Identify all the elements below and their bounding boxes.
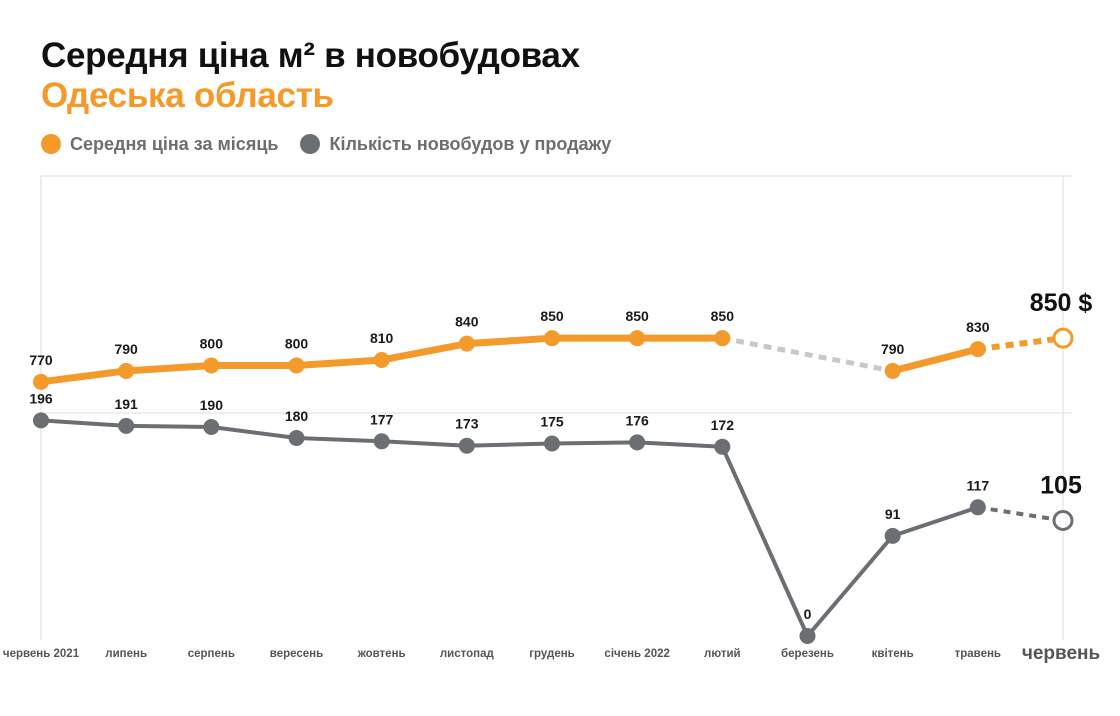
series-0-segment [378,340,471,364]
series-0-data-label: 840 [455,314,479,330]
series-0-data-label: 850 [625,308,649,324]
series-0-segment [463,334,556,348]
series-1-data-label: 177 [370,411,394,427]
x-tick-label: червень 2021 [3,648,80,660]
series-1-point [118,417,135,434]
series-1-point [969,499,986,516]
series-1-point [288,430,305,446]
x-tick-label: січень 2022 [604,648,669,660]
series-1-segment [464,441,554,448]
series-0-data-label: 810 [370,330,394,346]
series-1-data-label: 0 [804,606,812,622]
series-1-data-label: 175 [540,414,564,430]
legend: Середня ціна за місяць Кількість новобуд… [41,132,633,156]
series-0-data-label: 830 [966,319,990,335]
series-0-point [288,357,305,374]
series-0-point [118,362,135,379]
x-tick-label: листопад [440,648,495,660]
series-0-segment [977,335,1064,353]
series-1-data-label: 196 [29,390,53,406]
chart-title: Середня ціна м² в новобудовах [41,36,580,75]
x-tick-label: червень [1022,643,1100,664]
series-1-data-label: 117 [967,477,990,493]
series-1-data-label: 105 [1040,472,1082,500]
series-0-data-label: 850 $ [1030,289,1093,317]
series-1-segment [294,436,384,444]
series-1-point [714,438,731,455]
series-0-segment [721,335,894,374]
series-0-point [203,357,220,374]
series-0-point [969,341,986,358]
series-1-segment [805,533,895,638]
legend-dot-count-icon [300,134,321,154]
series-1-segment [635,440,725,449]
series-1-point [799,628,816,644]
legend-item-count: Кількість новобудов у продажу [300,134,611,155]
series-1-data-label: 173 [455,416,479,432]
series-0-point [714,330,731,347]
series-0-segment [122,361,215,375]
x-tick-label: лютий [704,648,741,660]
legend-label-count: Кількість новобудов у продажу [329,133,612,154]
series-0-data-label: 850 [711,308,735,324]
series-1-data-label: 180 [285,408,309,424]
series-0-point [629,330,646,347]
legend-dot-price-icon [41,134,61,154]
series-0-data-label: 800 [200,335,224,351]
series-1-data-label: 176 [625,412,649,428]
series-1-segment [720,444,810,638]
x-tick-label: серпень [188,648,235,660]
series-0-data-label: 800 [285,335,309,351]
x-tick-label: травень [955,648,1001,660]
legend-item-price: Середня ціна за місяць [41,134,278,155]
series-0-segment [889,345,982,375]
series-1-data-label: 91 [885,506,901,522]
x-tick-label: липень [105,648,147,660]
x-tick-label: грудень [529,648,574,660]
series-0-point [884,362,901,379]
series-1-point [33,412,49,429]
series-0-point [458,335,475,352]
series-0-data-label: 790 [881,341,905,357]
series-1-segment [550,440,640,446]
series-1-point [458,437,475,454]
series-1-point [203,419,220,435]
series-0-point [33,373,49,390]
series-1-segment [977,505,1064,523]
chart-subtitle: Одеська область [41,76,334,115]
series-1-data-label: 172 [711,417,735,433]
legend-label-price: Середня ціна за місяць [70,133,279,154]
series-1-data-label: 191 [114,396,138,412]
series-1-point [373,433,390,450]
x-tick-label: березень [781,648,834,660]
series-1-point [884,527,901,544]
series-1-segment [209,425,299,440]
series-0-segment [293,356,386,369]
series-0-point-open [1052,327,1074,349]
x-tick-label: жовтень [357,648,406,660]
series-1-segment [124,423,214,429]
x-tick-label: квітень [872,648,914,660]
series-1-segment [39,418,129,428]
series-0-point [544,330,560,347]
series-1-point [544,435,560,452]
x-tick-label: вересень [270,648,323,660]
series-0-point [373,352,390,368]
series-1-point [629,434,646,451]
series-0-data-label: 770 [29,352,53,368]
series-1-point-open [1052,510,1074,531]
series-0-data-label: 790 [114,341,138,357]
series-1-segment [890,505,980,538]
series-0-segment [37,367,130,386]
series-0-data-label: 850 [540,308,564,324]
series-1-segment [379,439,469,448]
series-1-data-label: 190 [200,397,224,413]
